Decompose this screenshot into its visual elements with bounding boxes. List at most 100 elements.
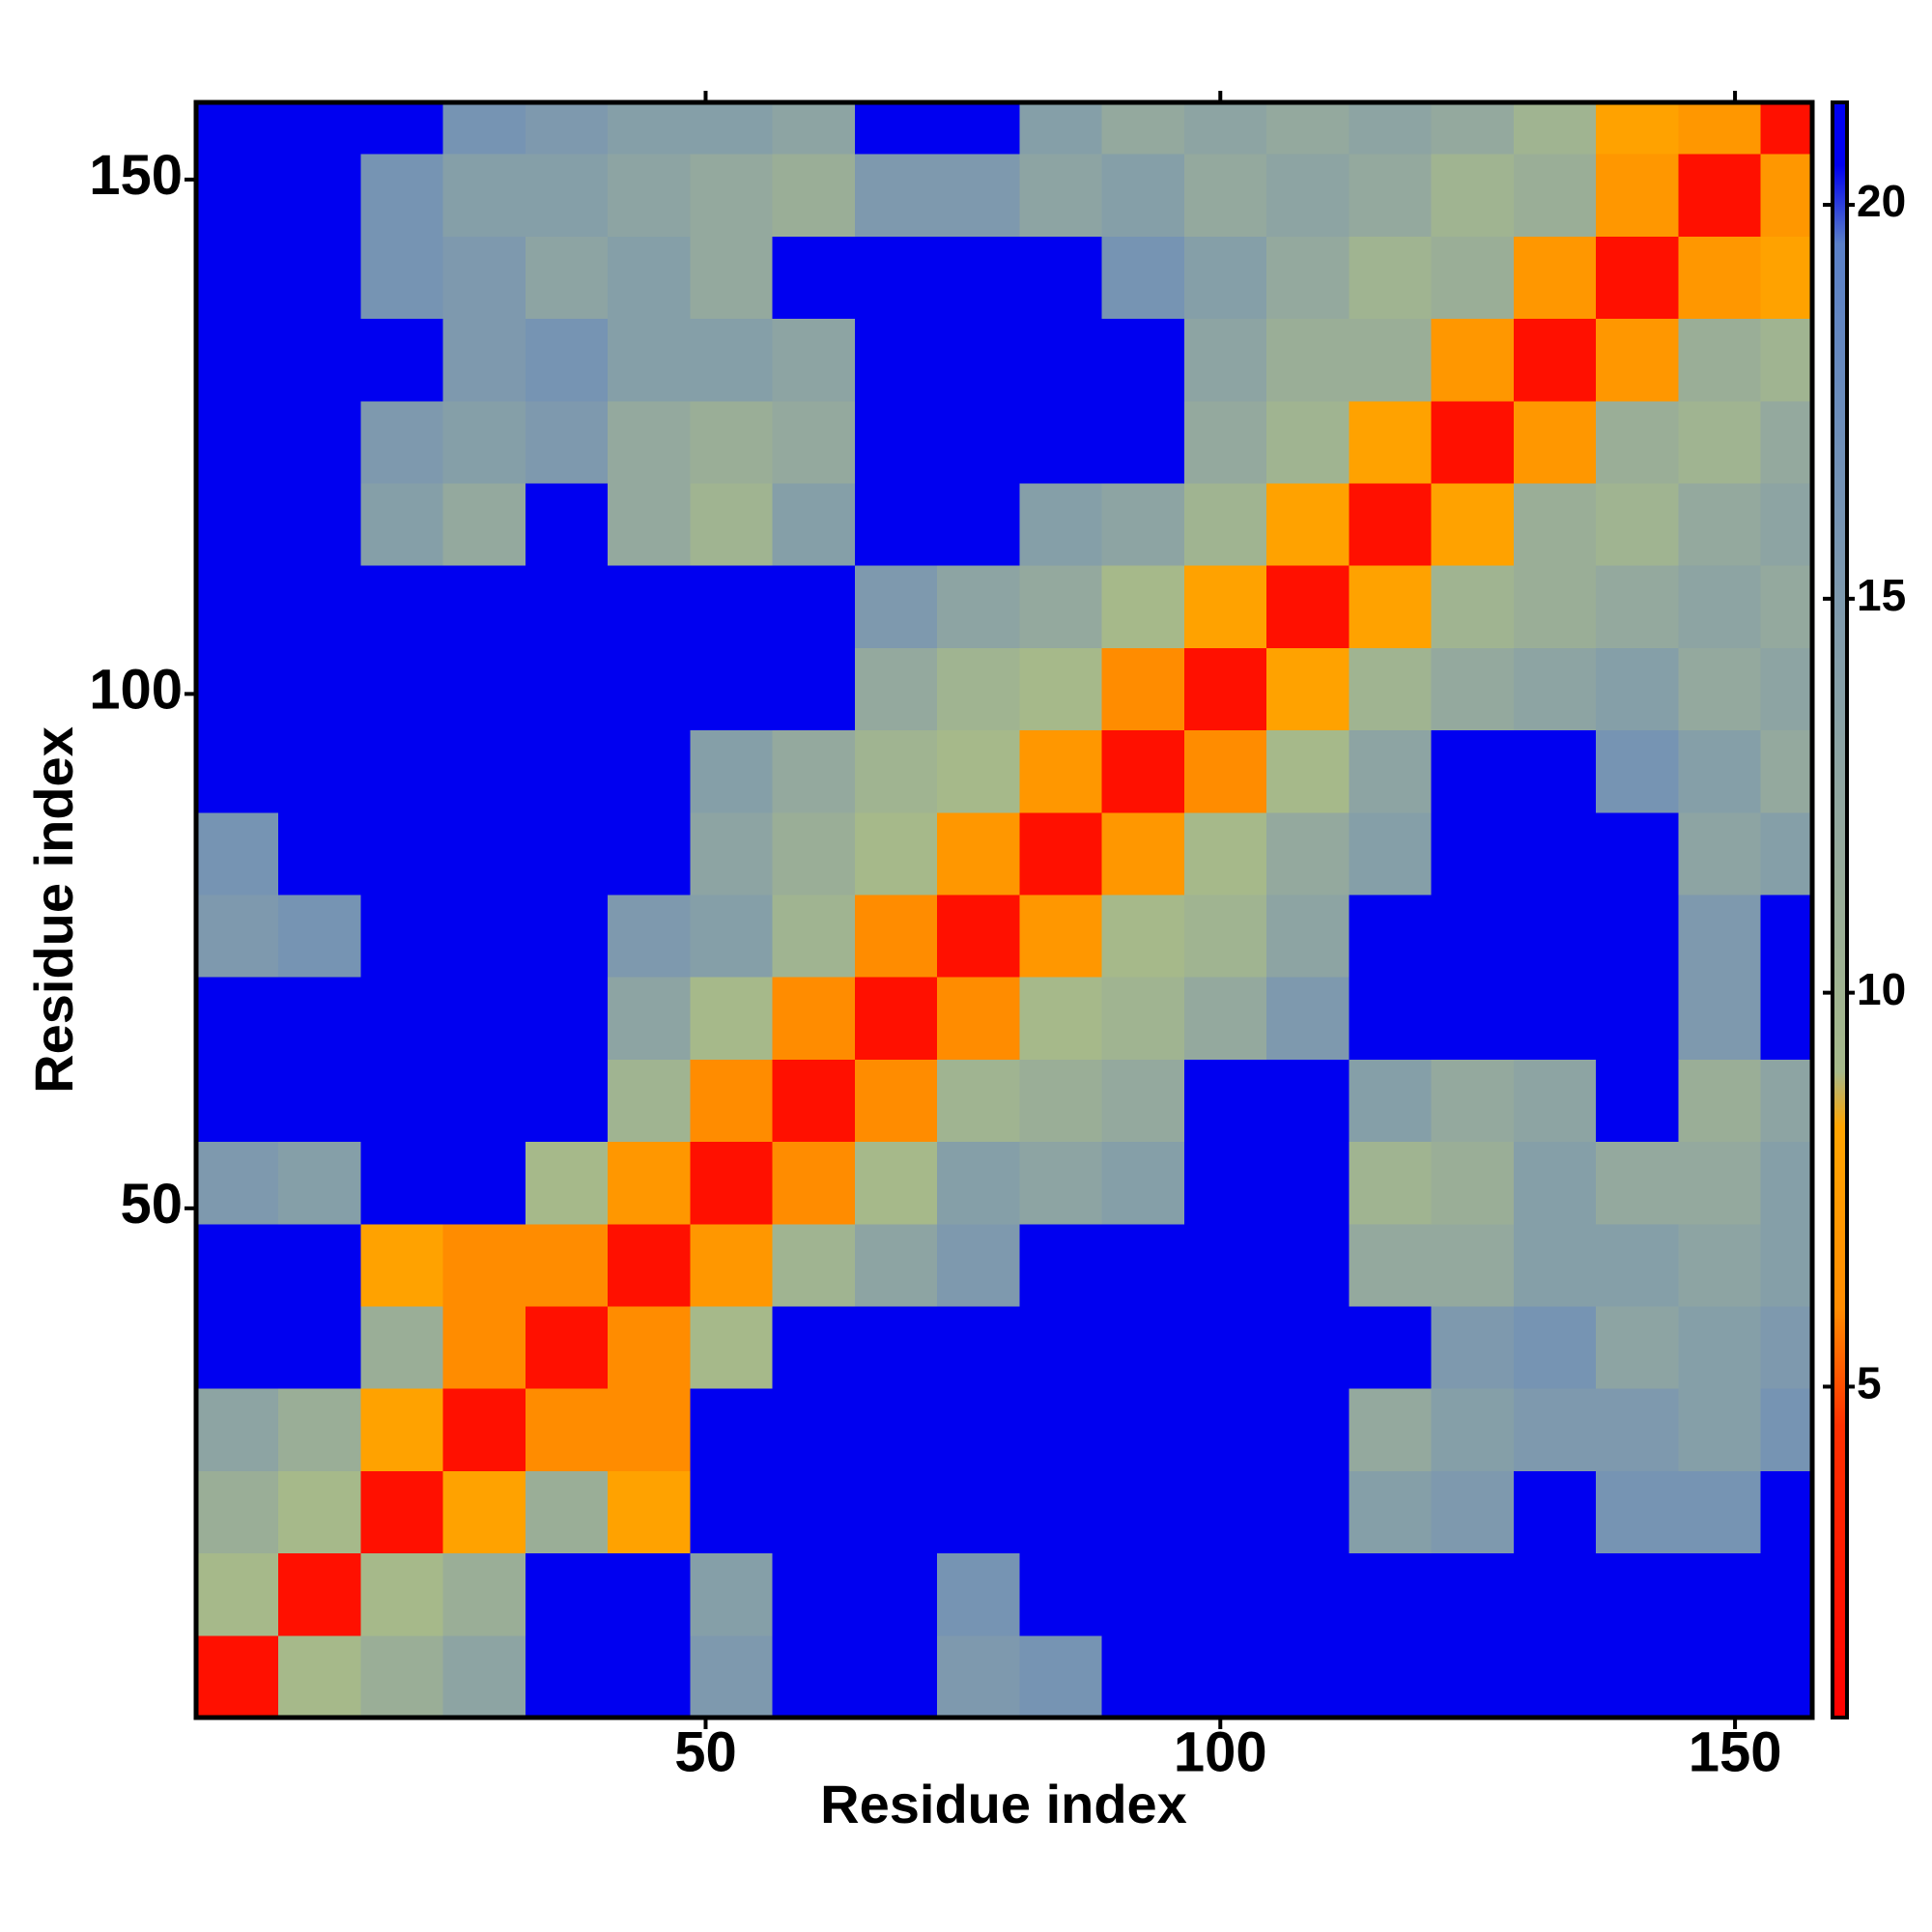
heat-cell [772, 647, 856, 731]
heat-cell [1760, 483, 1812, 566]
heat-cell [442, 236, 526, 320]
heat-cell [690, 102, 774, 155]
heat-cell [1513, 1141, 1597, 1225]
heat-cell [1431, 729, 1515, 813]
heat-cell [1596, 1388, 1679, 1471]
heat-cell [690, 1388, 774, 1471]
heat-cell [1266, 102, 1350, 155]
heat-cell [1596, 1223, 1679, 1307]
heat-cell [854, 811, 938, 895]
heat-cell [1678, 1388, 1762, 1471]
heat-cell [608, 895, 691, 978]
heat-cell [1101, 400, 1185, 484]
heat-cell [278, 236, 361, 320]
heat-cell [1513, 102, 1597, 155]
heat-cell [1183, 811, 1267, 895]
heat-cell [360, 400, 444, 484]
heat-cell [525, 729, 609, 813]
heat-cell [1266, 1223, 1350, 1307]
heat-cell [1431, 1223, 1515, 1307]
heat-cell [1266, 895, 1350, 978]
heat-cell [937, 1059, 1020, 1143]
heat-cell [690, 811, 774, 895]
heat-cell [196, 1141, 279, 1225]
heat-cell [1349, 729, 1433, 813]
heat-cell [196, 102, 279, 155]
heat-cell [1101, 977, 1185, 1060]
heat-cell [1760, 1552, 1812, 1636]
heat-cell [1183, 1141, 1267, 1225]
heat-cell [1019, 1552, 1103, 1636]
heat-cell [360, 1552, 444, 1636]
heat-cell [360, 1470, 444, 1554]
heat-cell [1019, 1634, 1103, 1718]
heat-cell [1760, 318, 1812, 402]
heat-cell [442, 895, 526, 978]
heat-cell [196, 1470, 279, 1554]
heat-cell [690, 400, 774, 484]
heat-cell [1183, 102, 1267, 155]
heat-cell [1266, 1470, 1350, 1554]
heat-cell [525, 895, 609, 978]
heat-cell [360, 565, 444, 648]
heat-cell [1101, 811, 1185, 895]
heat-cell [1513, 154, 1597, 237]
heat-cell [196, 318, 279, 402]
heat-cell [854, 565, 938, 648]
heat-cell [1760, 1141, 1812, 1225]
heat-cell [1513, 895, 1597, 978]
heat-cell [854, 1634, 938, 1718]
heat-cell [854, 1059, 938, 1143]
heat-cell [1431, 1141, 1515, 1225]
heat-cell [937, 102, 1020, 155]
heat-cell [1596, 647, 1679, 731]
heat-cell [1596, 895, 1679, 978]
heat-cell [525, 1552, 609, 1636]
heat-cell [1266, 1059, 1350, 1143]
heat-cell [360, 318, 444, 402]
heat-cell [1183, 565, 1267, 648]
heat-cell [1183, 154, 1267, 237]
heat-cell [1183, 895, 1267, 978]
heat-cell [1513, 1388, 1597, 1471]
heat-cell [1760, 977, 1812, 1060]
heat-cell [1101, 1059, 1185, 1143]
heat-cell [278, 400, 361, 484]
heat-cell [1019, 977, 1103, 1060]
heat-cell [1678, 729, 1762, 813]
heat-cell [360, 102, 444, 155]
heat-cell [1596, 1059, 1679, 1143]
heat-cell [1019, 895, 1103, 978]
heat-cell [1760, 1470, 1812, 1554]
heat-cell [360, 1388, 444, 1471]
heat-cell [1596, 1634, 1679, 1718]
heat-cell [278, 895, 361, 978]
heat-cell [1349, 1141, 1433, 1225]
heat-cell [525, 1141, 609, 1225]
heat-cell [1513, 565, 1597, 648]
heat-cell [525, 1470, 609, 1554]
heat-cell [1596, 400, 1679, 484]
heat-cell [196, 977, 279, 1060]
heat-cell [360, 895, 444, 978]
colorbar-tick-label: 20 [1857, 176, 1906, 226]
heat-cell [1431, 236, 1515, 320]
heat-cell [442, 1470, 526, 1554]
heat-cell [1101, 1141, 1185, 1225]
heat-cell [525, 977, 609, 1060]
heat-cell [442, 565, 526, 648]
heat-cell [442, 647, 526, 731]
heat-cell [1019, 1141, 1103, 1225]
heat-cell [1183, 236, 1267, 320]
heat-cell [937, 729, 1020, 813]
heat-cell [608, 1306, 691, 1389]
heat-cell [1349, 154, 1433, 237]
heat-cell [360, 1634, 444, 1718]
heat-cell [1101, 1388, 1185, 1471]
heat-cell [196, 1223, 279, 1307]
heat-cell [1019, 1059, 1103, 1143]
heat-cell [525, 400, 609, 484]
heat-cell [442, 1141, 526, 1225]
heat-cell [1760, 1388, 1812, 1471]
heat-cell [1349, 1634, 1433, 1718]
